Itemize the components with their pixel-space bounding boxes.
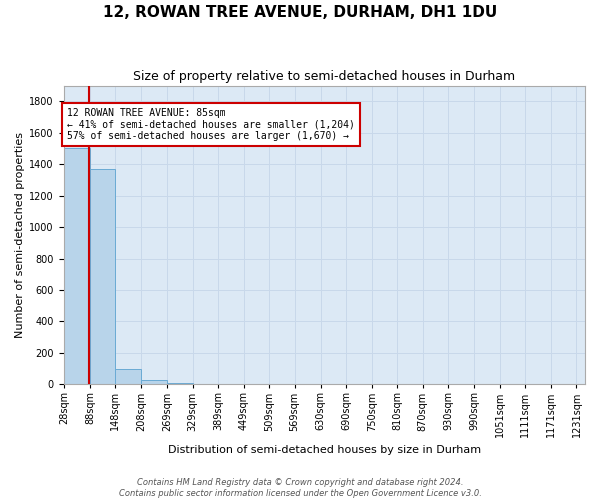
Title: Size of property relative to semi-detached houses in Durham: Size of property relative to semi-detach… <box>133 70 515 83</box>
X-axis label: Distribution of semi-detached houses by size in Durham: Distribution of semi-detached houses by … <box>167 445 481 455</box>
Text: 12 ROWAN TREE AVENUE: 85sqm
← 41% of semi-detached houses are smaller (1,204)
57: 12 ROWAN TREE AVENUE: 85sqm ← 41% of sem… <box>67 108 355 141</box>
Text: Contains HM Land Registry data © Crown copyright and database right 2024.
Contai: Contains HM Land Registry data © Crown c… <box>119 478 481 498</box>
Bar <box>167 383 193 384</box>
Bar <box>90 169 115 384</box>
Y-axis label: Number of semi-detached properties: Number of semi-detached properties <box>15 132 25 338</box>
Text: 12, ROWAN TREE AVENUE, DURHAM, DH1 1DU: 12, ROWAN TREE AVENUE, DURHAM, DH1 1DU <box>103 5 497 20</box>
Bar <box>115 368 141 384</box>
Bar <box>141 380 167 384</box>
Bar <box>64 148 90 384</box>
